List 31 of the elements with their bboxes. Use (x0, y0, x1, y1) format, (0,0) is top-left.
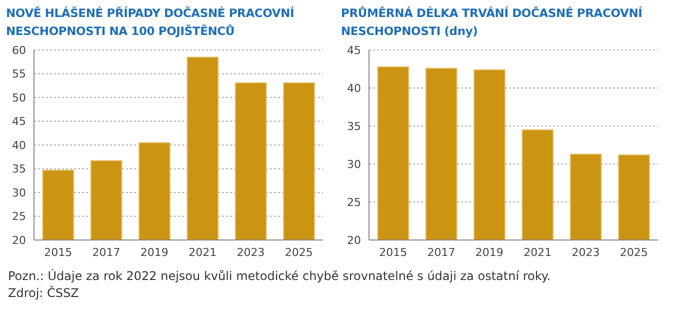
y-tick-label: 40 (12, 138, 26, 152)
x-tick-label: 2025 (284, 246, 313, 259)
text: Zdroj: ČSSZ (8, 285, 80, 302)
x-tick-label: 2023 (236, 246, 265, 259)
x-tick-label: 2015 (44, 246, 72, 259)
x-tick-label: 2025 (620, 246, 648, 259)
x-tick-label: 2019 (140, 246, 168, 259)
y-tick-label: 35 (12, 162, 26, 176)
x-tick-label: 2023 (572, 246, 600, 259)
x-tick-label: 2019 (475, 246, 504, 259)
x-tick-label: 2021 (524, 246, 552, 259)
y-tick-label: 25 (347, 196, 361, 209)
x-tick-label: 2017 (427, 246, 456, 259)
y-tick-label: 30 (12, 186, 26, 200)
y-tick-label: 20 (12, 234, 26, 247)
y-tick-label: 25 (12, 210, 26, 224)
y-tick-label: 35 (347, 120, 361, 133)
x-tick-label: 2017 (92, 246, 120, 259)
x-tick-label: 2021 (188, 246, 217, 259)
y-tick-label: 30 (347, 158, 361, 171)
y-tick-label: 50 (12, 91, 26, 104)
y-tick-label: 40 (347, 82, 361, 95)
chart-title: NOVĚ HLÁŠENÉ PŘÍPADY DOČASNÉ PRACOVNÍ NESCHOPNOSTI NA 100 POJIŠTĚNCŮ (5, 5, 296, 40)
chart-title: PRŮMĚRNÁ DÉLKA TRVÁNÍ DOČASNÉ PRACOVNÍ NESCHOPNOSTI (dny) (340, 5, 644, 40)
y-tick-label: 45 (12, 115, 26, 128)
text: Pozn.: Údaje za rok 2022 nejsou kvůli metodické chybě srovnatelné s údaji za ostatní roky. (8, 268, 552, 285)
y-tick-label: 20 (347, 234, 361, 247)
y-tick-label: 55 (12, 68, 26, 81)
y-tick-label: 60 (12, 44, 26, 57)
x-tick-label: 2015 (379, 246, 408, 259)
y-tick-label: 45 (347, 44, 361, 57)
